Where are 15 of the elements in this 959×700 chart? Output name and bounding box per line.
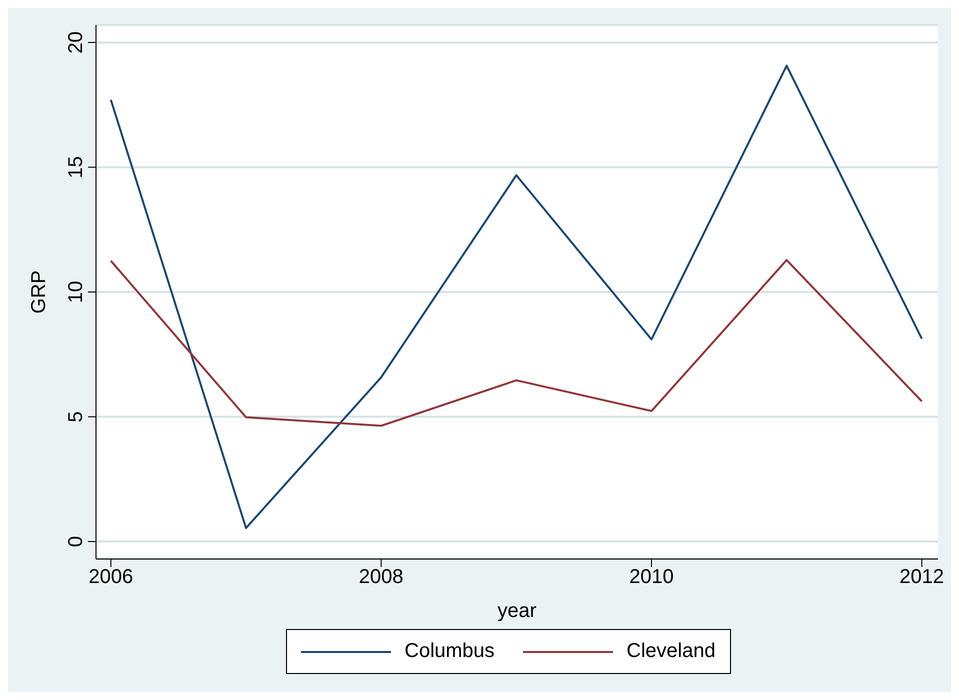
y-tick-label: 0 [65, 536, 87, 548]
x-tick-label: 2010 [629, 566, 674, 588]
legend-label: Cleveland [626, 640, 716, 663]
y-tick-label: 20 [65, 31, 87, 54]
line-series [110, 64, 923, 530]
legend-label: Columbus [404, 640, 495, 663]
x-tick-label: 2008 [358, 566, 404, 588]
line-series [110, 259, 923, 427]
x-tick-label: 2006 [88, 566, 134, 588]
y-axis-title: GRP [28, 270, 50, 314]
y-tick-label: 10 [65, 280, 87, 304]
x-axis-title: year [498, 600, 537, 622]
y-tick-label: 15 [65, 156, 87, 178]
x-tick-label: 2012 [900, 566, 944, 588]
y-tick-label: 5 [65, 411, 87, 422]
